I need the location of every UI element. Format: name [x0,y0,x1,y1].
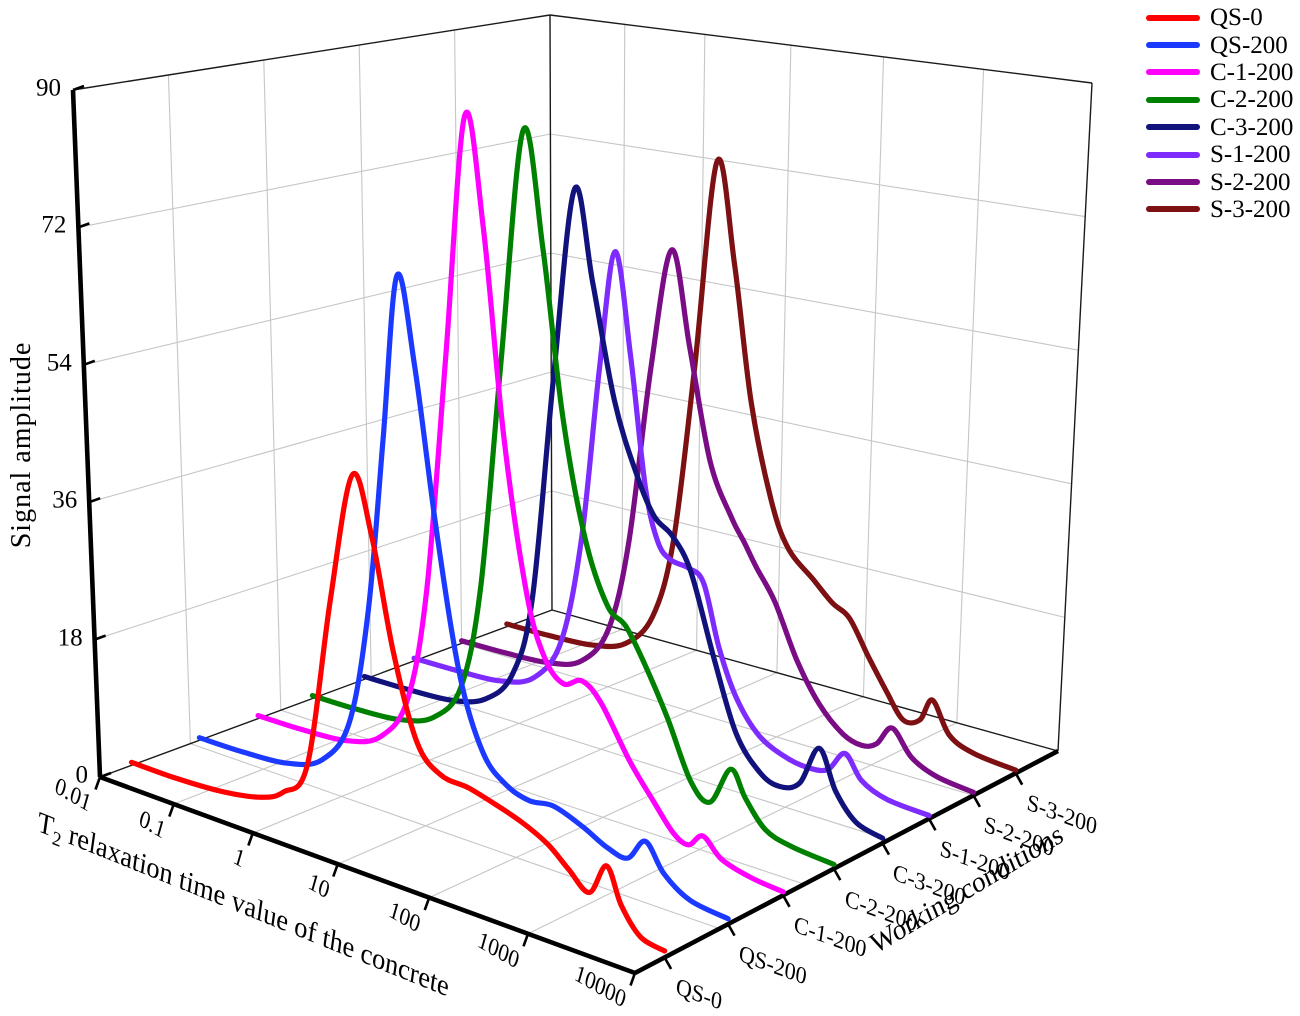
series-curve-C-3-200 [361,184,886,841]
series-curve-QS-200 [196,271,731,922]
grid-right-wall-h [550,252,1079,351]
z-tick [726,923,736,937]
grid-floor-x [527,722,958,935]
grid-left-wall-v [358,44,372,677]
legend-item-C-1-200: C-1-200 [1146,59,1293,86]
y-axis [70,89,103,778]
grid-right-wall-v [776,45,792,673]
grid-right-wall-v [862,56,885,697]
legend-item-QS-200: QS-200 [1146,31,1293,58]
grid-right-wall-h [551,490,1065,618]
x-tick [247,832,255,846]
legend-swatch [1146,206,1200,213]
grid-left-wall-v [167,74,191,744]
grid-right-wall-h [551,371,1072,485]
grid-left-wall-h [89,371,552,503]
y-tick [77,222,90,229]
legend-item-S-2-200: S-2-200 [1146,168,1293,195]
legend-swatch [1146,96,1200,103]
grid-left-wall-v [263,59,282,711]
legend-label: C-3-200 [1210,113,1294,141]
y-tick [99,771,112,779]
legend-item-S-1-200: S-1-200 [1146,141,1293,168]
y-tick [72,84,85,92]
z-tick [881,842,891,856]
grid-floor-x [337,672,778,865]
series-curve-S-3-200 [504,156,1019,773]
legend-swatch [1146,124,1200,131]
legend-label: S-3-200 [1210,195,1291,223]
series-curve-S-2-200 [459,247,977,795]
x-tick [629,972,637,986]
z-tick [927,818,937,831]
legend-label: QS-0 [1210,4,1263,32]
legend-swatch [1146,151,1200,158]
y-tick-label: 36 [52,486,78,514]
x-axis [99,774,636,976]
grid-right-wall-h [550,133,1086,218]
z-tick [781,894,791,908]
legend-label: QS-200 [1210,31,1288,59]
y-axis-title: Signal amplitude [6,341,37,549]
x-tick [168,803,176,817]
y-tick-label: 18 [57,624,83,652]
grid-right-wall-v [956,69,985,723]
grid-left-wall-h [78,133,551,228]
y-tick-label: 54 [46,349,72,377]
grid-left-wall-h [94,490,552,641]
grid-right-wall-v [621,24,626,630]
y-tick-label: 90 [36,74,61,102]
y-tick-label: 72 [41,211,67,239]
y-tick-label: 0 [75,761,89,789]
grid-left-wall-v [454,29,463,644]
edge-top-left [72,14,551,91]
grid-right-wall-v [696,34,706,651]
x-tick [332,863,340,878]
edge-floor-left [99,609,553,778]
legend-swatch [1146,42,1200,49]
z-tick [663,956,673,970]
legend-label: S-1-200 [1210,141,1291,169]
y-tick [94,634,107,641]
legend: QS-0 QS-200 C-1-200 C-2-200 C-3-200 S-1-200 S-… [1146,4,1293,223]
grid-left-wall-h [83,252,551,366]
y-tick [88,496,101,504]
x-tick [423,897,431,911]
y-tick [83,359,96,367]
legend-swatch [1146,14,1200,21]
legend-item-C-3-200: C-3-200 [1146,114,1293,141]
grid-floor-x [428,696,864,899]
series-curve-C-1-200 [255,109,786,895]
legend-label: C-2-200 [1210,86,1294,114]
grid-floor-z [190,743,720,930]
z-tick [832,868,842,881]
legend-swatch [1146,179,1200,186]
grid-floor-x [252,649,697,834]
x-tick [94,776,102,790]
legend-label: C-1-200 [1210,58,1294,86]
z-tick [972,794,982,808]
legend-label: S-2-200 [1210,168,1291,196]
edge-top-right [549,14,1093,84]
legend-item-QS-0: QS-0 [1146,4,1293,31]
z-tick [1014,772,1024,786]
edge-right [1057,82,1093,752]
z-axis [633,748,1060,976]
series-curve-QS-0 [128,470,668,954]
legend-item-S-3-200: S-3-200 [1146,196,1293,223]
legend-swatch [1146,69,1200,76]
left-wall [73,15,552,777]
legend-item-C-2-200: C-2-200 [1146,86,1293,113]
x-tick [522,933,530,947]
